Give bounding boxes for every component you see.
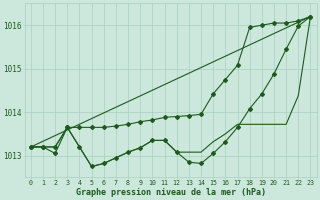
X-axis label: Graphe pression niveau de la mer (hPa): Graphe pression niveau de la mer (hPa) — [76, 188, 266, 197]
